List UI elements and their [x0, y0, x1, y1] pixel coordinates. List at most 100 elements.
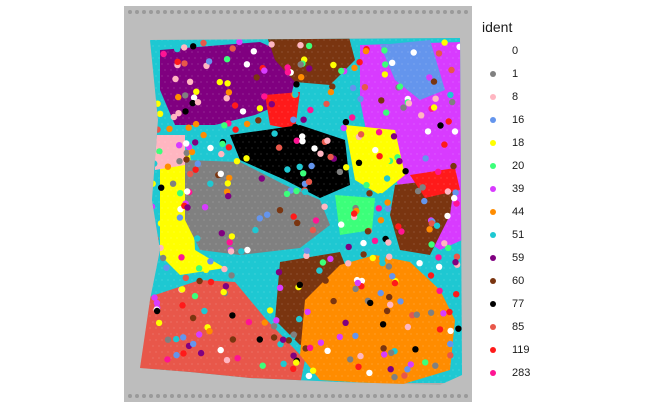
spot-texture-dot [154, 194, 158, 198]
spot-texture-dot [217, 56, 221, 60]
spot-point [440, 310, 447, 317]
spot-texture-dot [268, 302, 272, 306]
spot-point [207, 278, 215, 286]
spot-texture-dot [397, 80, 401, 84]
spot-texture-dot [349, 200, 353, 204]
spot-point [433, 222, 441, 229]
spot-texture-dot [346, 266, 350, 270]
border-dot [457, 394, 461, 398]
spot-point [384, 199, 391, 206]
spot-texture-dot [418, 374, 422, 378]
spot-texture-dot [376, 110, 380, 114]
spot-texture-dot [352, 170, 356, 174]
spot-texture-dot [349, 284, 353, 288]
spot-texture-dot [232, 218, 236, 222]
spot-texture-dot [250, 74, 254, 78]
spot-texture-dot [232, 350, 236, 354]
spot-texture-dot [424, 146, 428, 150]
spot-texture-dot [433, 332, 437, 336]
spot-texture-dot [226, 218, 230, 222]
spot-texture-dot [253, 356, 257, 360]
spot-texture-dot [184, 50, 188, 54]
spot-texture-dot [205, 344, 209, 348]
spot-point [349, 84, 357, 92]
spot-texture-dot [211, 68, 215, 72]
spot-texture-dot [238, 266, 242, 270]
spot-point [391, 279, 399, 287]
spot-point [205, 58, 213, 65]
spot-texture-dot [160, 194, 164, 198]
spot-texture-dot [439, 200, 443, 204]
spot-point [183, 149, 190, 157]
spot-texture-dot [232, 194, 236, 198]
spot-texture-dot [409, 152, 413, 156]
spot-texture-dot [250, 218, 254, 222]
spot-texture-dot [286, 50, 290, 54]
spot-texture-dot [253, 248, 257, 252]
spot-texture-dot [382, 362, 386, 366]
border-dot [324, 394, 328, 398]
spot-texture-dot [181, 128, 185, 132]
spot-texture-dot [397, 320, 401, 324]
spot-point [436, 326, 444, 333]
spot-texture-dot [391, 140, 395, 144]
spot-texture-dot [454, 98, 458, 102]
spot-texture-dot [397, 104, 401, 108]
spot-texture-dot [436, 182, 440, 186]
spot-texture-dot [334, 110, 338, 114]
spot-texture-dot [448, 374, 452, 378]
spot-point [275, 269, 283, 276]
spot-texture-dot [343, 152, 347, 156]
spot-texture-dot [322, 170, 326, 174]
spot-texture-dot [418, 122, 422, 126]
spot-texture-dot [355, 320, 359, 324]
spot-texture-dot [307, 320, 311, 324]
border-dot [170, 10, 174, 14]
spot-point [298, 74, 305, 81]
legend-label: 51 [512, 229, 525, 241]
spot-texture-dot [286, 86, 290, 90]
spot-texture-dot [358, 266, 362, 270]
spot-texture-dot [307, 80, 311, 84]
spot-texture-dot [301, 356, 305, 360]
spot-texture-dot [166, 362, 170, 366]
spot-texture-dot [385, 224, 389, 228]
spot-texture-dot [199, 68, 203, 72]
spot-point [176, 142, 183, 149]
spot-texture-dot [247, 260, 251, 264]
spot-texture-dot [355, 272, 359, 276]
spot-point [381, 351, 388, 358]
spot-texture-dot [448, 62, 452, 66]
spot-texture-dot [337, 92, 341, 96]
spot-texture-dot [268, 254, 272, 258]
spot-point [369, 254, 376, 262]
border-dot [422, 10, 426, 14]
spot-texture-dot [262, 314, 266, 318]
spot-texture-dot [373, 200, 377, 204]
spot-texture-dot [157, 80, 161, 84]
border-dot [464, 394, 468, 398]
spot-texture-dot [163, 152, 167, 156]
spot-texture-dot [370, 338, 374, 342]
spot-texture-dot [232, 62, 236, 66]
spot-texture-dot [355, 248, 359, 252]
spot-texture-dot [301, 92, 305, 96]
spot-texture-dot [334, 38, 338, 42]
spot-texture-dot [235, 308, 239, 312]
spot-texture-dot [397, 164, 401, 168]
spot-texture-dot [181, 188, 185, 192]
spot-texture-dot [346, 218, 350, 222]
spot-texture-dot [268, 350, 272, 354]
spot-texture-dot [235, 248, 239, 252]
spot-texture-dot [451, 320, 455, 324]
spot-texture-dot [376, 314, 380, 318]
spot-texture-dot [247, 212, 251, 216]
spot-texture-dot [421, 176, 425, 180]
spot-texture-dot [259, 80, 263, 84]
spot-texture-dot [247, 164, 251, 168]
spot-texture-dot [445, 176, 449, 180]
spot-texture-dot [316, 314, 320, 318]
border-dot [429, 10, 433, 14]
spot-texture-dot [238, 50, 242, 54]
spot-texture-dot [289, 308, 293, 312]
